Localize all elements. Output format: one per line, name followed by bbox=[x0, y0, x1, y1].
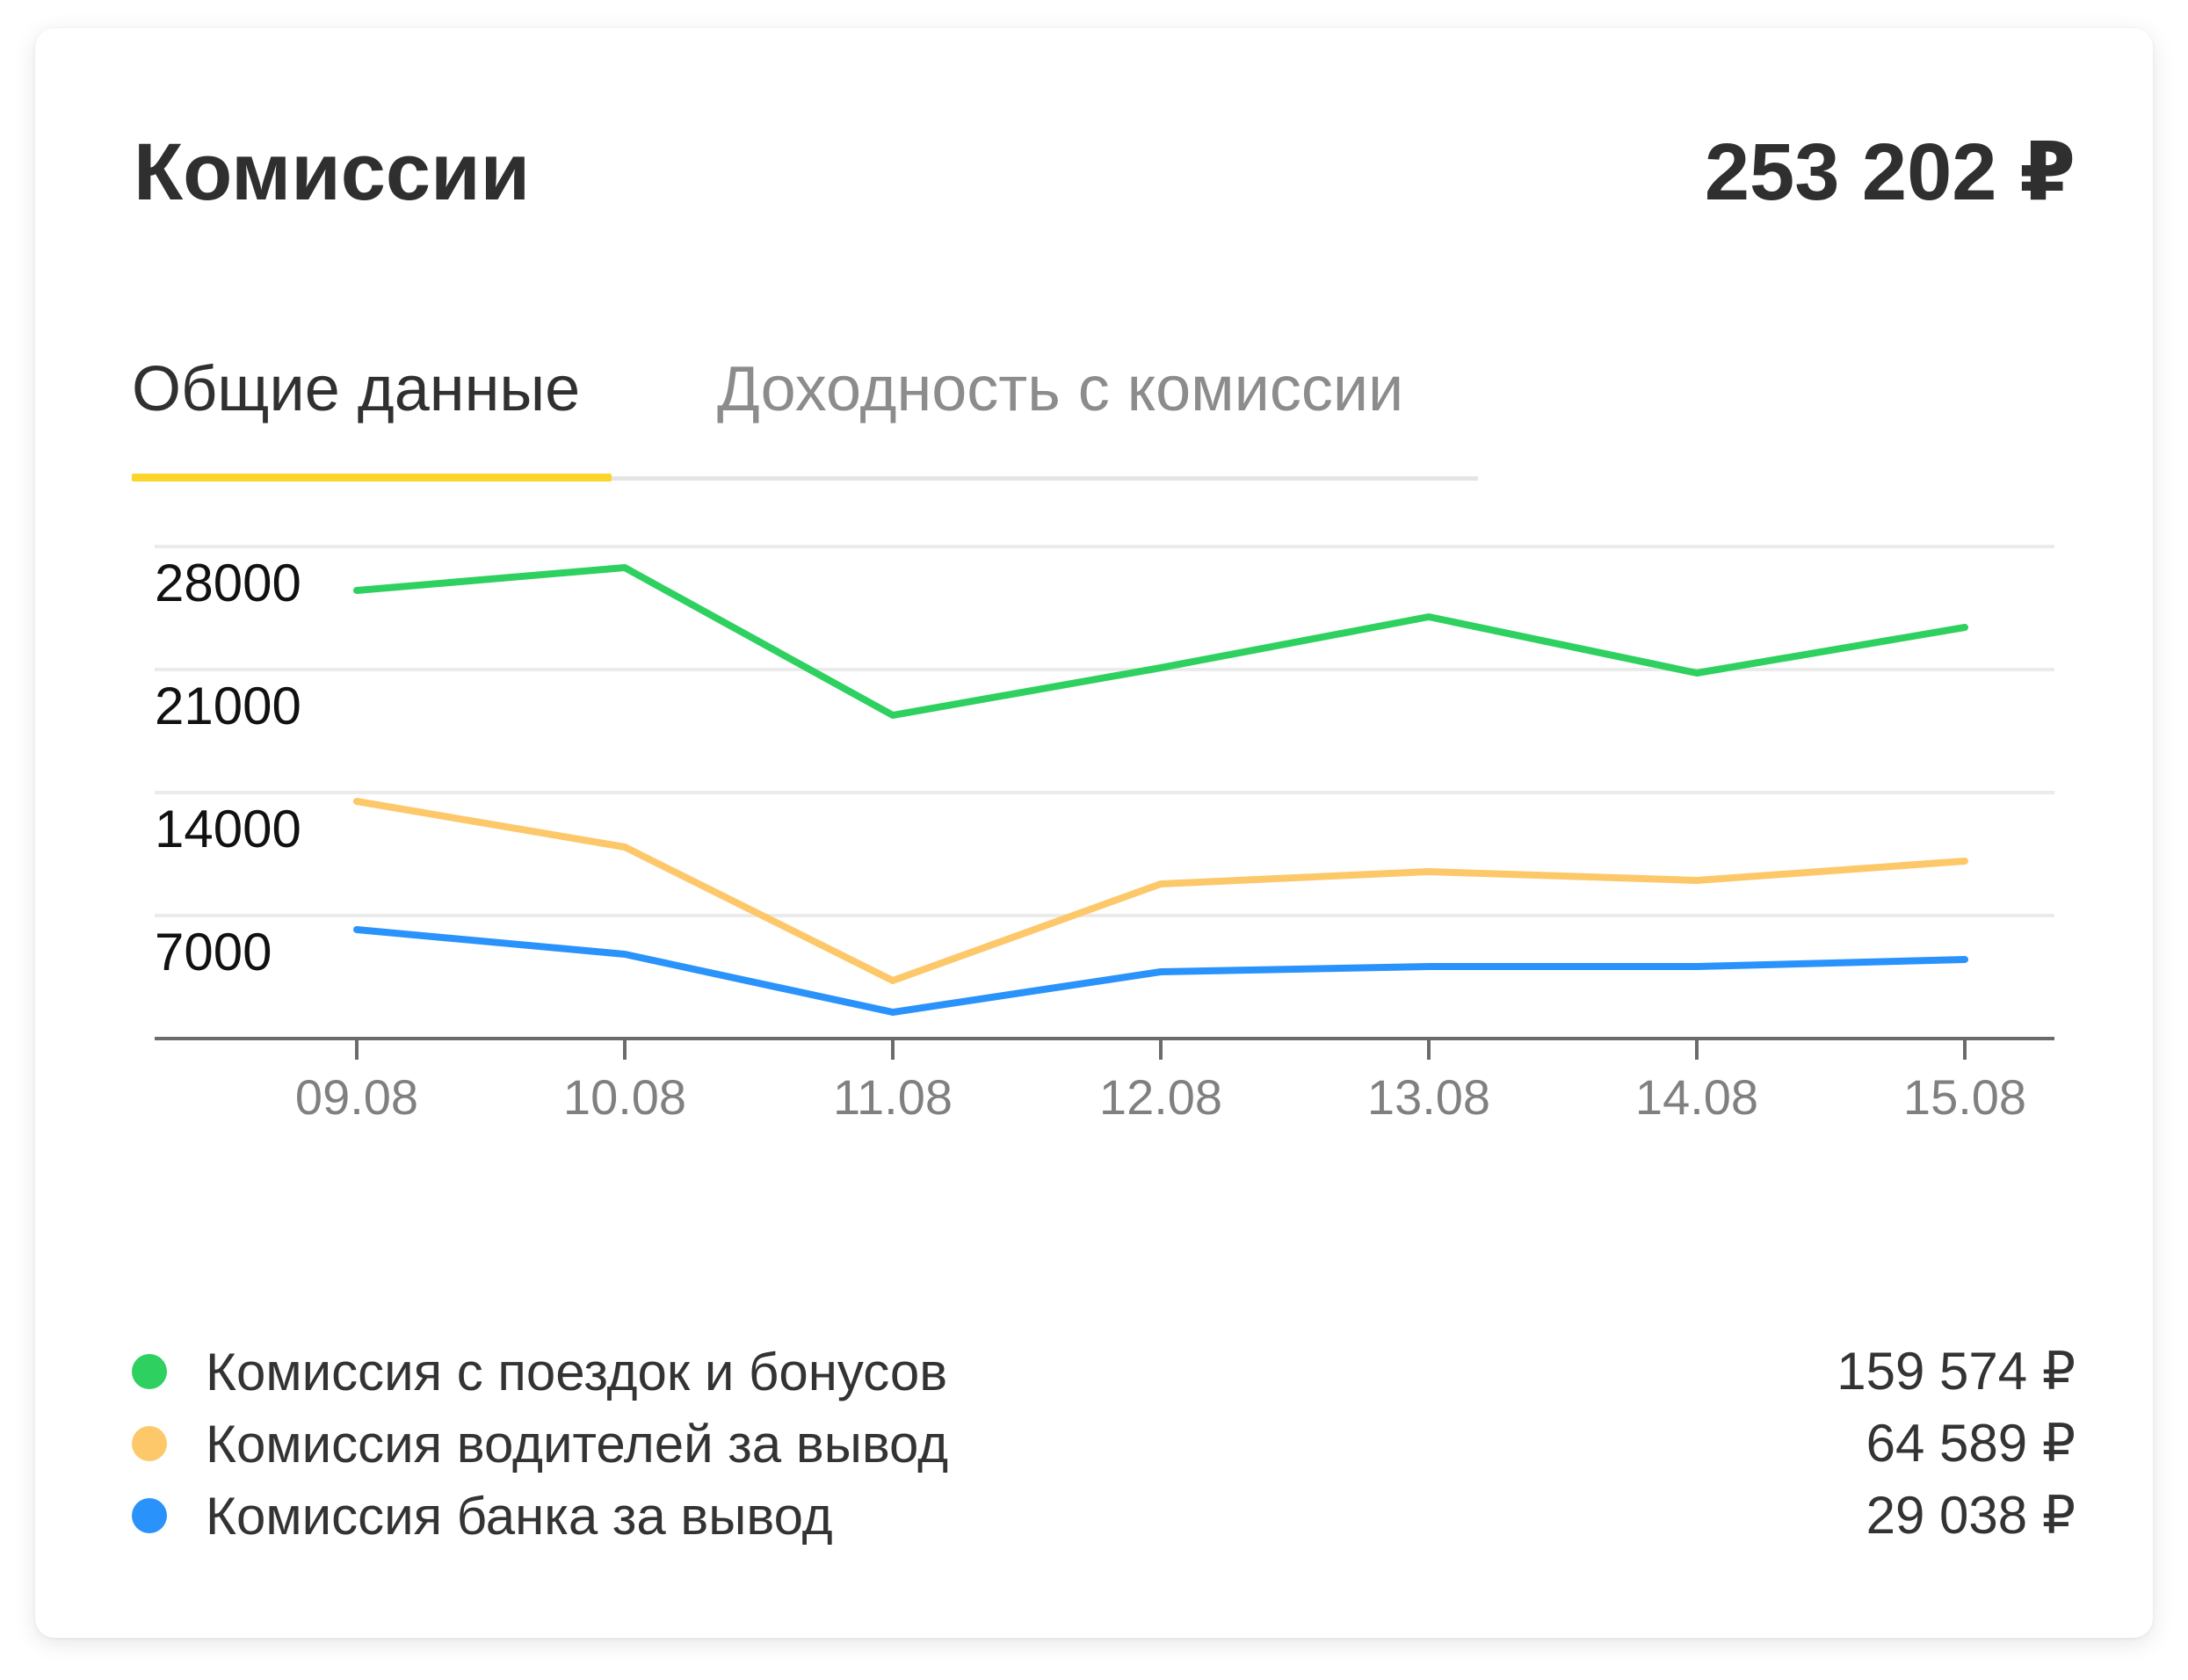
tab-bar: Общие данные Доходность с комиссии bbox=[132, 353, 1478, 482]
legend-value: 159 574 ₽ bbox=[1837, 1342, 2076, 1401]
legend-dot-green-icon bbox=[132, 1354, 167, 1389]
tab-bar-divider bbox=[132, 476, 1478, 481]
card-title: Комиссии bbox=[134, 127, 531, 217]
legend-dot-blue-icon bbox=[132, 1498, 167, 1533]
commissions-card: Комиссии 253 202 ₽ Общие данные Доходнос… bbox=[35, 28, 2153, 1638]
chart-legend: Комиссия с поездок и бонусов 159 574 ₽ К… bbox=[132, 1336, 2076, 1552]
legend-value: 64 589 ₽ bbox=[1866, 1414, 2076, 1473]
active-tab-indicator bbox=[132, 474, 612, 482]
legend-label: Комиссия с поездок и бонусов bbox=[206, 1342, 948, 1401]
legend-item-driver-withdrawal: Комиссия водителей за вывод 64 589 ₽ bbox=[132, 1408, 2076, 1480]
legend-item-bank-withdrawal: Комиссия банка за вывод 29 038 ₽ bbox=[132, 1480, 2076, 1552]
legend-dot-orange-icon bbox=[132, 1426, 167, 1461]
legend-label: Комиссия водителей за вывод bbox=[206, 1414, 949, 1474]
legend-label: Комиссия банка за вывод bbox=[206, 1486, 833, 1546]
total-amount: 253 202 ₽ bbox=[1704, 127, 2076, 217]
legend-value: 29 038 ₽ bbox=[1866, 1486, 2076, 1545]
tab-commission-income[interactable]: Доходность с комиссии bbox=[717, 354, 1404, 424]
tab-general-data[interactable]: Общие данные bbox=[132, 354, 581, 424]
legend-item-trips: Комиссия с поездок и бонусов 159 574 ₽ bbox=[132, 1336, 2076, 1408]
